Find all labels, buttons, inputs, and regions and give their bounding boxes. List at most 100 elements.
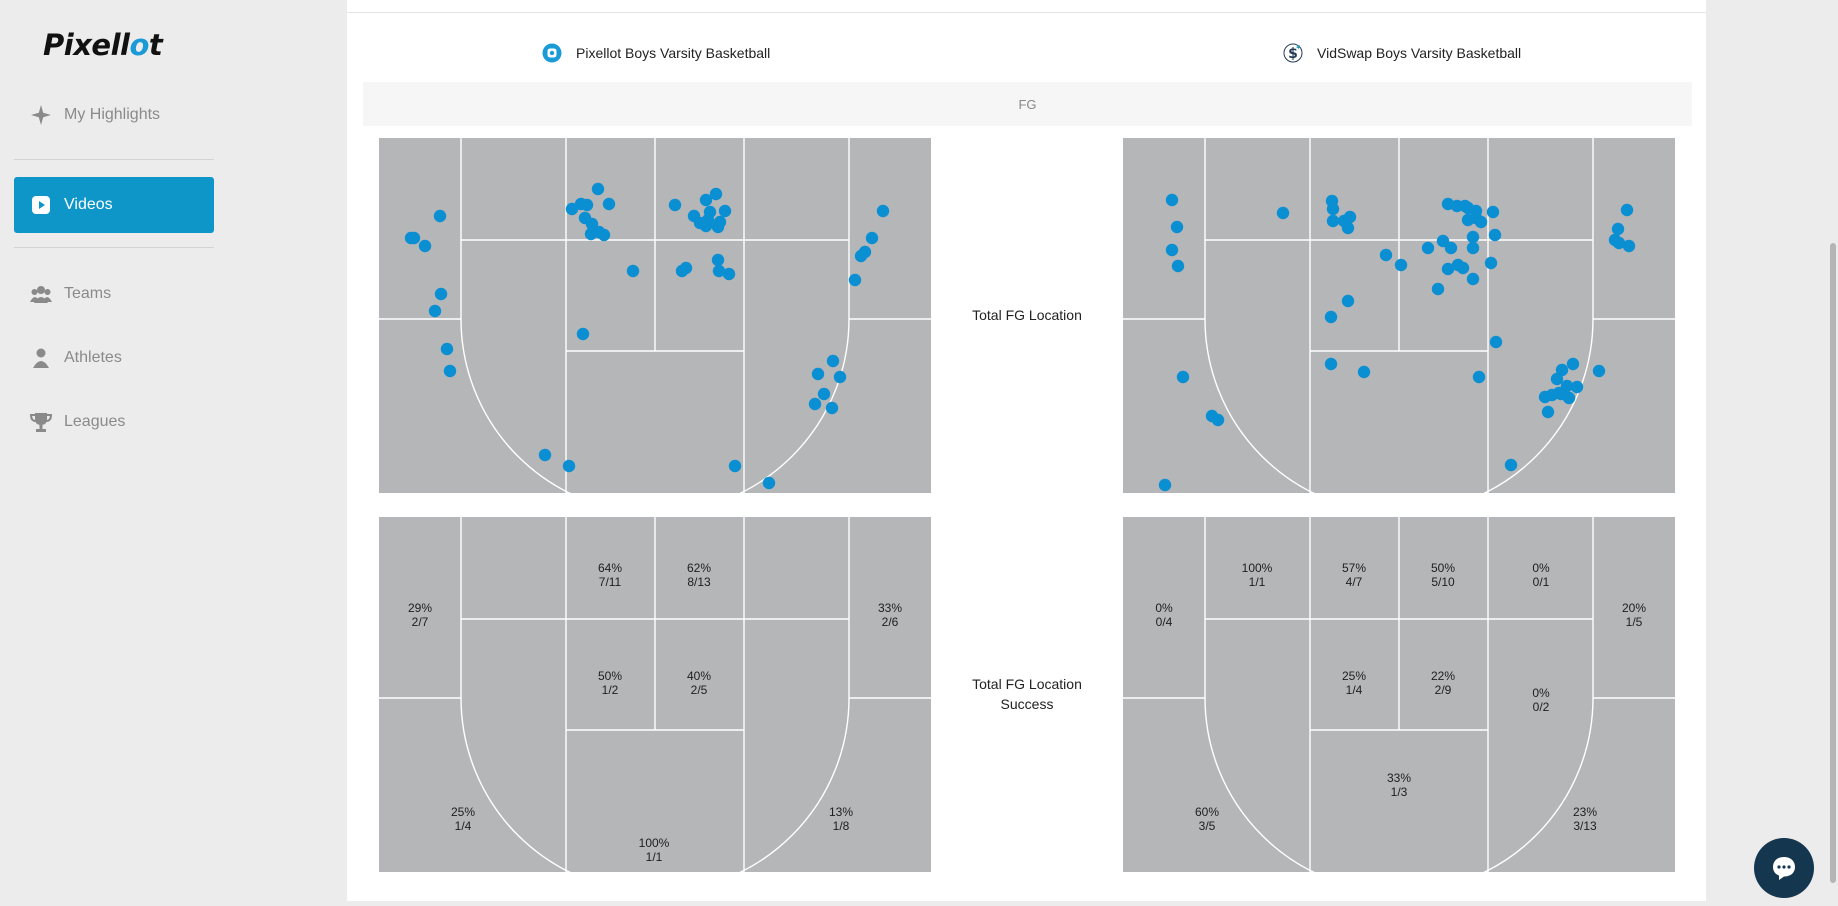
shot-dot bbox=[1484, 256, 1498, 270]
shot-dot bbox=[1570, 380, 1584, 394]
shot-dot bbox=[728, 459, 742, 473]
shot-dot bbox=[848, 273, 862, 287]
shot-dot bbox=[811, 367, 825, 381]
shot-dot bbox=[1326, 214, 1340, 228]
shot-dot bbox=[808, 397, 822, 411]
zone-made-attempted-label: 0/4 bbox=[1156, 615, 1173, 629]
shot-dot bbox=[1550, 372, 1564, 386]
shot-dot bbox=[1562, 391, 1576, 405]
sidebar-item-leagues[interactable]: Leagues bbox=[14, 394, 214, 450]
shot-dot bbox=[826, 354, 840, 368]
divider bbox=[14, 159, 214, 160]
court-svg bbox=[379, 138, 931, 493]
shot-dot bbox=[679, 261, 693, 275]
shot-dot bbox=[1276, 206, 1290, 220]
away-team-name: VidSwap Boys Varsity Basketball bbox=[1317, 45, 1522, 61]
shot-dot bbox=[668, 198, 682, 212]
zone-percentage-label: 0% bbox=[1532, 686, 1550, 700]
shot-dot bbox=[1466, 241, 1480, 255]
zone-made-attempted-label: 7/11 bbox=[599, 575, 622, 589]
shot-dot bbox=[854, 249, 868, 263]
shot-dot bbox=[440, 342, 454, 356]
shot-dot bbox=[1165, 193, 1179, 207]
shot-dot bbox=[597, 228, 611, 242]
shot-dot bbox=[1472, 370, 1486, 384]
shot-dot bbox=[574, 197, 588, 211]
shot-dot bbox=[1566, 357, 1580, 371]
sidebar-item-label: Athletes bbox=[64, 349, 122, 366]
shot-dot bbox=[817, 387, 831, 401]
pixellot-logo[interactable]: Pixellot bbox=[43, 28, 163, 62]
zone-percentage-label: 60% bbox=[1195, 805, 1219, 819]
zone-percentage-label: 100% bbox=[1242, 561, 1273, 575]
fg-section-label: FG bbox=[1018, 96, 1037, 112]
sidebar-item-label: Videos bbox=[64, 196, 113, 213]
zone-percentage-label: 40% bbox=[687, 669, 711, 683]
home-team-name: Pixellot Boys Varsity Basketball bbox=[576, 45, 771, 61]
zone-percentage-label: 33% bbox=[1387, 771, 1411, 785]
shot-dot bbox=[538, 448, 552, 462]
zone-percentage-label: 13% bbox=[829, 805, 853, 819]
shot-dot bbox=[1456, 261, 1470, 275]
shot-dot bbox=[1324, 310, 1338, 324]
shot-dot bbox=[1504, 458, 1518, 472]
shot-dot bbox=[1158, 478, 1172, 492]
sidebar-item-videos[interactable]: Videos bbox=[14, 177, 214, 233]
sidebar-item-teams[interactable]: Teams bbox=[14, 266, 214, 322]
zone-percentage-label: 62% bbox=[687, 561, 711, 575]
shot-dot bbox=[712, 264, 726, 278]
shot-dot bbox=[1489, 335, 1503, 349]
sidebar-item-my-highlights[interactable]: My Highlights bbox=[14, 87, 214, 143]
zone-percentage-label: 33% bbox=[878, 601, 902, 615]
shot-dot bbox=[1552, 386, 1566, 400]
home-team-header: Pixellot Boys Varsity Basketball bbox=[542, 43, 770, 63]
shot-dot bbox=[1488, 228, 1502, 242]
zone-percentage-label: 25% bbox=[451, 805, 475, 819]
shot-dot bbox=[1324, 357, 1338, 371]
scrollbar[interactable] bbox=[1830, 243, 1836, 883]
away-fg-success-chart: 0% 0/4 100% 1/1 57% 4/7 50% 5/10 0% 0/1 20% 1/5 25% 1… bbox=[1123, 517, 1675, 872]
shot-dot bbox=[1486, 205, 1500, 219]
team-icon bbox=[30, 283, 52, 305]
total-fg-success-label: Total FG Location Success bbox=[957, 674, 1097, 714]
stats-panel: Pixellot Boys Varsity Basketball $ VidSw… bbox=[347, 0, 1706, 901]
shot-dot bbox=[1341, 221, 1355, 235]
court-svg: 0%0/4100%1/157%4/750%5/100%0/120%1/525%1… bbox=[1123, 517, 1675, 872]
shot-dot bbox=[1436, 234, 1450, 248]
zone-percentage-label: 57% bbox=[1342, 561, 1366, 575]
zone-percentage-label: 0% bbox=[1155, 601, 1173, 615]
shot-dot bbox=[825, 401, 839, 415]
zone-percentage-label: 50% bbox=[1431, 561, 1455, 575]
zone-percentage-label: 23% bbox=[1573, 805, 1597, 819]
shot-dot bbox=[1431, 282, 1445, 296]
shot-dot bbox=[693, 216, 707, 230]
shot-dot bbox=[562, 459, 576, 473]
zone-made-attempted-label: 2/7 bbox=[412, 615, 429, 629]
chat-icon bbox=[1773, 857, 1795, 880]
shot-dot bbox=[1611, 222, 1625, 236]
zone-made-attempted-label: 3/13 bbox=[1573, 819, 1597, 833]
zone-percentage-label: 0% bbox=[1532, 561, 1550, 575]
chat-button[interactable] bbox=[1754, 838, 1814, 898]
sidebar-item-label: Teams bbox=[64, 285, 112, 302]
zone-made-attempted-label: 2/6 bbox=[882, 615, 899, 629]
zone-made-attempted-label: 2/5 bbox=[691, 683, 708, 697]
away-fg-location-chart bbox=[1123, 138, 1675, 493]
shot-dot bbox=[699, 193, 713, 207]
court-svg: 29%2/7 64%7/11 62%8/13 33%2/6 50%1/2 40%2/5 25… bbox=[379, 517, 931, 872]
zone-percentage-label: 64% bbox=[598, 561, 622, 575]
shot-dot bbox=[1176, 370, 1190, 384]
shot-dot bbox=[1474, 215, 1488, 229]
zone-percentage-label: 22% bbox=[1431, 669, 1455, 683]
shot-dot bbox=[711, 220, 725, 234]
success-label-line1: Total FG Location bbox=[972, 676, 1082, 692]
svg-text:$: $ bbox=[1288, 46, 1298, 62]
shot-dot bbox=[1466, 230, 1480, 244]
sidebar-item-athletes[interactable]: Athletes bbox=[14, 330, 214, 386]
zone-made-attempted-label: 1/1 bbox=[646, 850, 663, 864]
shot-dot bbox=[1421, 241, 1435, 255]
shot-dot bbox=[576, 327, 590, 341]
shot-dot bbox=[428, 304, 442, 318]
shot-dot bbox=[443, 364, 457, 378]
shot-dot bbox=[1541, 405, 1555, 419]
